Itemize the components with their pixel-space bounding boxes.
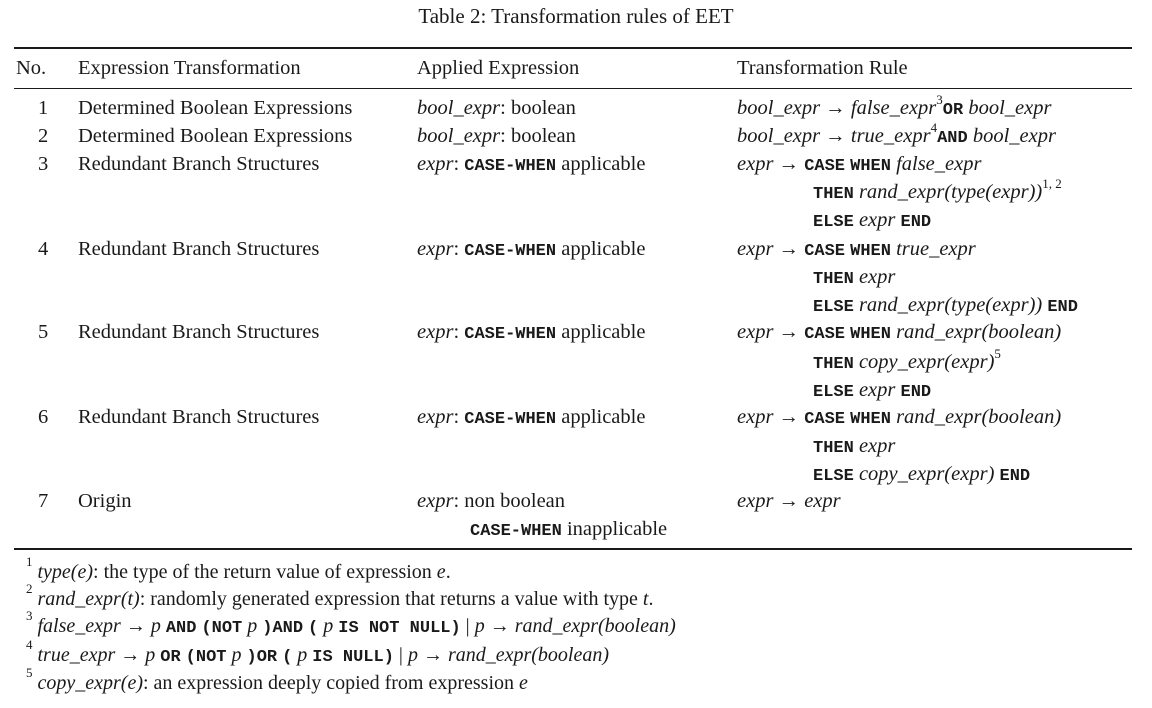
row-3-applied: expr: CASE-WHEN applicable <box>417 153 646 176</box>
row-3-rule-line-3: ELSE expr END <box>813 209 932 232</box>
row-4-no: 4 <box>38 238 49 260</box>
row-1-rule: bool_expr → false_expr3OR bool_expr <box>737 92 1052 120</box>
row-7-no: 7 <box>38 490 49 512</box>
row-5-applied: expr: CASE-WHEN applicable <box>417 321 646 344</box>
table-caption: Table 2: Transformation rules of EET <box>418 4 734 28</box>
row-7-applied-line-1: expr: non boolean <box>417 490 566 512</box>
row-3-rule-line-1: expr → CASE WHEN false_expr <box>737 153 982 176</box>
table-bottom-rule <box>14 548 1132 550</box>
row-1-transformation: Determined Boolean Expressions <box>78 97 353 119</box>
row-3-no: 3 <box>38 153 49 175</box>
row-6-transformation: Redundant Branch Structures <box>78 406 320 428</box>
header-expression-transformation: Expression Transformation <box>78 57 301 79</box>
footnote-2: 2 rand_expr(t): randomly generated expre… <box>26 581 654 610</box>
row-6-no: 6 <box>38 406 49 428</box>
row-7-applied-line-2: CASE-WHEN inapplicable <box>470 518 668 541</box>
row-5-no: 5 <box>38 321 49 343</box>
row-6-rule-line-1: expr → CASE WHEN rand_expr(boolean) <box>737 406 1062 429</box>
row-6-rule-line-2: THEN expr <box>813 435 896 458</box>
footnote-1: 1 type(e): the type of the return value … <box>26 554 451 583</box>
row-2-transformation: Determined Boolean Expressions <box>78 125 353 147</box>
row-4-rule-line-2: THEN expr <box>813 266 896 289</box>
row-1-no: 1 <box>38 97 49 119</box>
row-5-rule-line-3: ELSE expr END <box>813 379 932 402</box>
row-5-rule-line-1: expr → CASE WHEN rand_expr(boolean) <box>737 321 1062 344</box>
table-top-rule <box>14 47 1132 49</box>
footnote-5: 5 copy_expr(e): an expression deeply cop… <box>26 665 528 694</box>
footnote-3: 3 false_expr → p AND (NOT p )AND ( p IS … <box>26 608 676 638</box>
row-4-applied: expr: CASE-WHEN applicable <box>417 238 646 261</box>
row-2-applied: bool_expr: boolean <box>417 125 576 147</box>
row-6-applied: expr: CASE-WHEN applicable <box>417 406 646 429</box>
row-3-rule-line-2: THEN rand_expr(type(expr))1, 2 <box>813 176 1062 204</box>
footnote-4: 4 true_expr → p OR (NOT p )OR ( p IS NUL… <box>26 637 610 667</box>
row-1-applied: bool_expr: boolean <box>417 97 576 119</box>
row-4-transformation: Redundant Branch Structures <box>78 238 320 260</box>
header-applied-expression: Applied Expression <box>417 57 580 79</box>
row-4-rule-line-3: ELSE rand_expr(type(expr)) END <box>813 294 1078 317</box>
header-transformation-rule: Transformation Rule <box>737 57 908 79</box>
table-header-rule <box>14 88 1132 89</box>
row-3-transformation: Redundant Branch Structures <box>78 153 320 175</box>
row-5-transformation: Redundant Branch Structures <box>78 321 320 343</box>
row-2-rule: bool_expr → true_expr4AND bool_expr <box>737 120 1056 148</box>
row-7-rule: expr → expr <box>737 490 841 512</box>
row-6-rule-line-3: ELSE copy_expr(expr) END <box>813 463 1031 486</box>
row-5-rule-line-2: THEN copy_expr(expr)5 <box>813 346 1001 374</box>
header-no: No. <box>16 57 47 79</box>
row-4-rule-line-1: expr → CASE WHEN true_expr <box>737 238 976 261</box>
row-7-transformation: Origin <box>78 490 132 512</box>
row-2-no: 2 <box>38 125 49 147</box>
